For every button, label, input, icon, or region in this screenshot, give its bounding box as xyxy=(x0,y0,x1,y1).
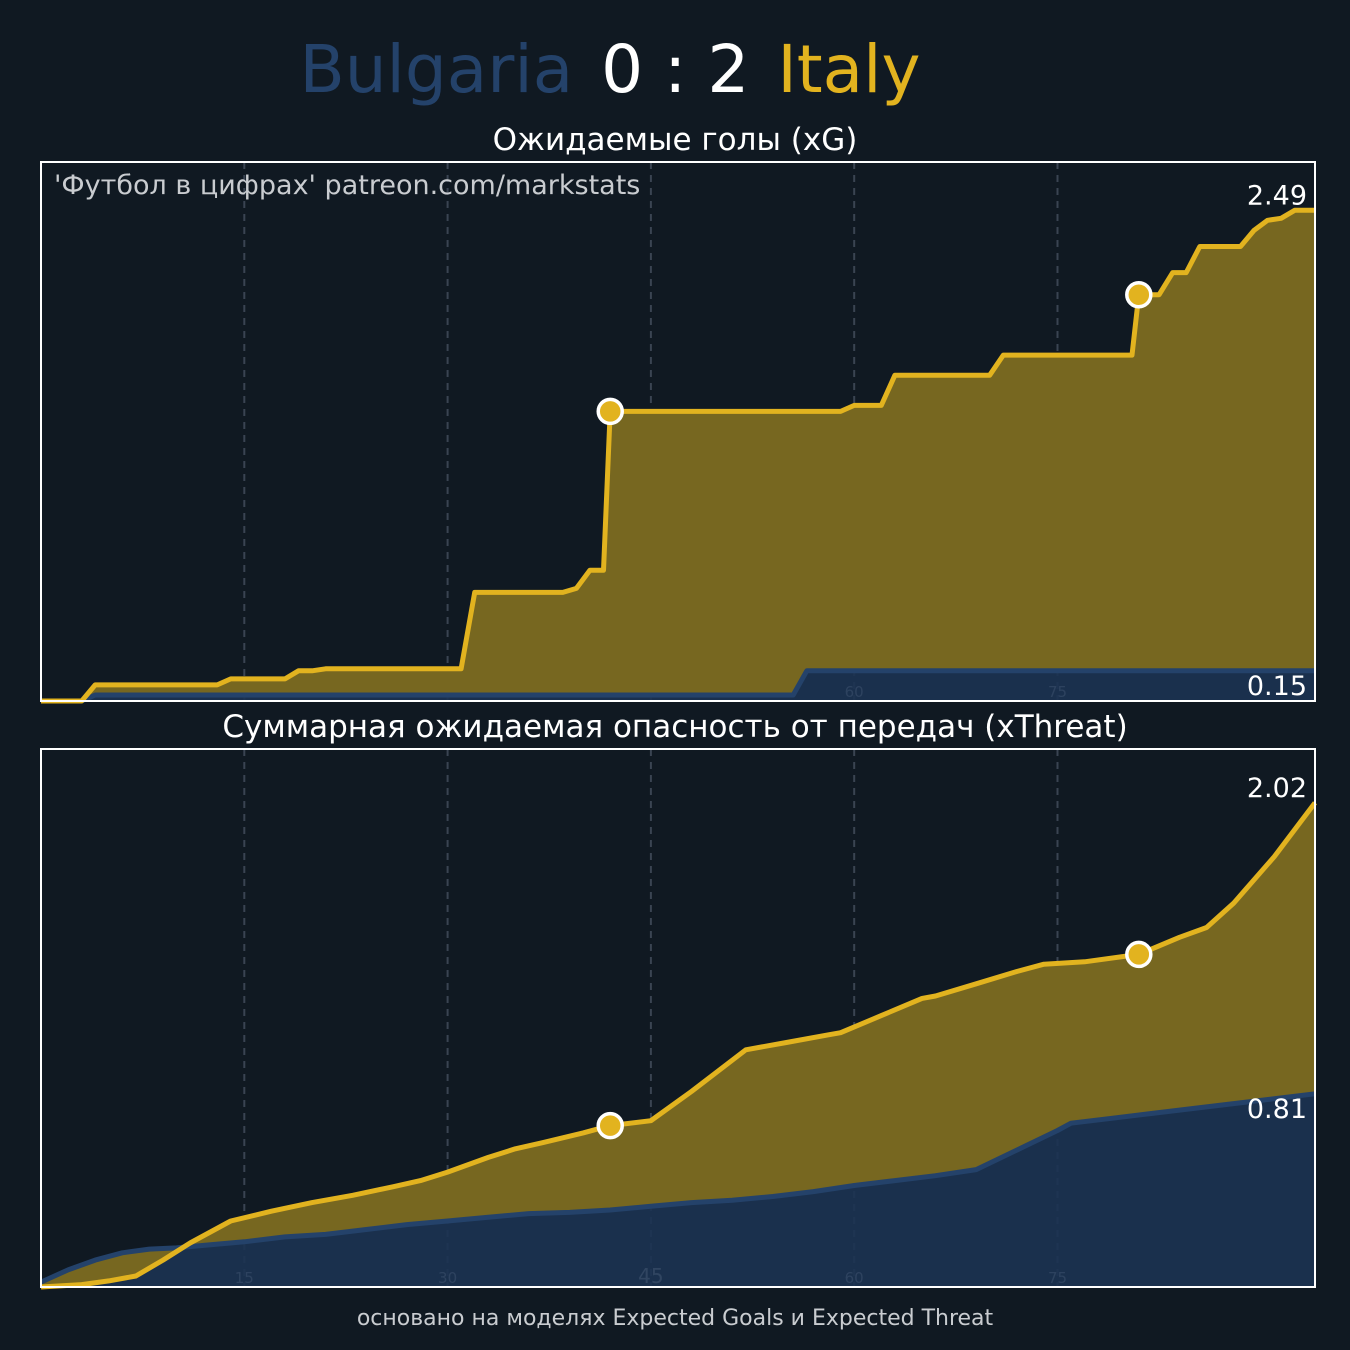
footer-note: основано на моделях Expected Goals и Exp… xyxy=(356,1306,994,1331)
plot-frame xyxy=(40,748,1316,1288)
goal-marker xyxy=(1125,280,1153,309)
away-line xyxy=(40,801,1317,1290)
home-final-value: 0.15 xyxy=(1247,671,1307,702)
goal-marker xyxy=(1125,940,1153,969)
home-area xyxy=(41,670,1315,701)
xg-chart-title: Ожидаемые голы (xG) xyxy=(492,122,858,158)
chart-panel-1: 15304560752.490.15 xyxy=(40,161,1316,704)
advantage-area xyxy=(41,802,1315,1287)
away-final-value: 2.02 xyxy=(1247,773,1307,804)
home-area xyxy=(41,1093,1315,1287)
plot-frame xyxy=(40,161,1316,702)
home-line xyxy=(39,1091,1316,1285)
home-team-name: Bulgaria xyxy=(299,31,574,108)
match-score: 0 : 2 xyxy=(601,31,750,108)
chart-panel-2: 15304560752.020.81 xyxy=(39,748,1317,1290)
home-final-value: 0.81 xyxy=(1247,1094,1307,1125)
away-team-name: Italy xyxy=(777,31,921,108)
xthreat-chart-title: Суммарная ожидаемая опасность от передач… xyxy=(222,709,1128,745)
advantage-area xyxy=(41,210,1315,702)
goal-marker xyxy=(596,1111,624,1140)
away-line xyxy=(41,207,1315,704)
watermark: 'Футбол в цифрах' patreon.com/markstats xyxy=(54,170,641,201)
away-final-value: 2.49 xyxy=(1247,180,1307,211)
goal-marker xyxy=(596,397,624,426)
match-headline: Bulgaria 0 : 2 Italy xyxy=(0,28,1220,112)
